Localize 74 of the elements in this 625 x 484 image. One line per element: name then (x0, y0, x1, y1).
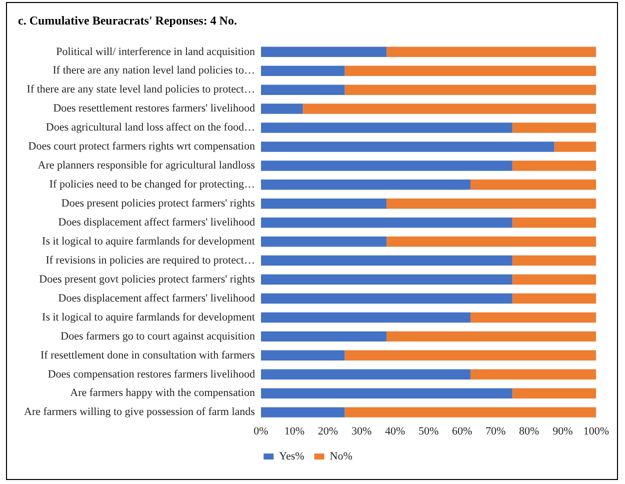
bar (260, 122, 512, 133)
bar (512, 122, 596, 133)
bar (554, 142, 596, 152)
x-tick-label: 70% (486, 425, 506, 438)
bar (386, 198, 596, 209)
bar (386, 46, 596, 58)
bar (512, 217, 596, 228)
x-tick-label: 100% (583, 425, 610, 438)
bar (260, 104, 303, 114)
bar (260, 293, 512, 304)
y-tick-label: Are farmers willing to give possession of farm lands (24, 406, 255, 418)
y-tick-label: Are farmers happy with the compensation (70, 387, 256, 400)
x-tick-label: 50% (418, 425, 439, 438)
bar (386, 331, 596, 342)
x-tick-label: 20% (318, 425, 338, 438)
bar (260, 46, 387, 58)
bar (344, 407, 596, 418)
y-tick-label: Political will/ interference in land acquisition (56, 46, 256, 58)
y-tick-label: Is it logical to aquire farmlands for development (42, 235, 255, 248)
x-tick-label: 40% (384, 425, 406, 438)
x-tick-label: 10% (284, 425, 305, 438)
bar (470, 312, 596, 323)
y-tick-label: Does present policies protect farmers' rights (61, 198, 255, 210)
bar (260, 407, 345, 418)
legend-label: No% (330, 450, 352, 462)
text: c. Cumulative Beuracrats' Reponses: 4 No. (18, 13, 237, 28)
bar (260, 388, 512, 398)
bar (260, 255, 512, 266)
bar (386, 236, 596, 247)
legend-label: Yes% (279, 450, 304, 462)
y-tick-label: Is it logical to aquire farmlands for development (42, 311, 255, 324)
bar (260, 274, 512, 285)
bar (260, 66, 345, 76)
y-tick-label: Are planners responsible for agricultural landloss (38, 160, 255, 172)
bar (260, 369, 470, 380)
x-tick-label: 80% (519, 425, 540, 438)
bar (512, 388, 596, 398)
y-tick-label: Does displacement affect farmers' livelihood (58, 292, 256, 304)
bar (260, 180, 470, 190)
bar (512, 160, 596, 171)
y-tick-label: Does agricultural land loss affect on the food… (46, 122, 255, 134)
bar (302, 104, 596, 114)
bar (512, 255, 596, 266)
bar (344, 66, 596, 76)
bar (512, 274, 596, 285)
y-tick-label: If policies need to be changed for protecting… (49, 178, 255, 191)
y-tick-label: Does court protect farmers rights wrt compensation (28, 140, 256, 153)
y-tick-label: Does present govt policies protect farmers' rights (39, 273, 255, 286)
bar (260, 217, 512, 228)
y-tick-label: If there are any state level land policies to protect… (26, 84, 255, 96)
bar (260, 331, 387, 342)
bar (470, 369, 596, 380)
bar (512, 293, 596, 304)
bar (260, 160, 512, 171)
bar (260, 84, 345, 95)
bar (260, 198, 387, 209)
bar (344, 84, 596, 95)
y-tick-label: If resettlement done in consultation with farmers (40, 349, 255, 362)
bar (260, 142, 554, 152)
bar (470, 180, 596, 190)
x-tick-label: 0% (254, 425, 268, 438)
y-tick-label: Does resettlement restores farmers' livelihood (53, 102, 256, 115)
y-tick-label: Does displacement affect farmers' livelihood (58, 216, 256, 229)
bar (260, 312, 470, 323)
x-tick-label: 60% (452, 425, 472, 438)
x-tick-label: 90% (552, 425, 573, 438)
y-tick-label: Does farmers go to court against acquisition (60, 330, 256, 342)
bar (260, 350, 345, 361)
y-tick-label: If there are any nation level land policies to… (52, 64, 255, 77)
y-tick-label: If revisions in policies are required to protect… (46, 254, 255, 266)
bar (260, 236, 387, 247)
bar (344, 350, 596, 361)
y-tick-label: Does compensation restores farmers livelihood (48, 368, 256, 380)
x-tick-label: 30% (351, 425, 372, 438)
